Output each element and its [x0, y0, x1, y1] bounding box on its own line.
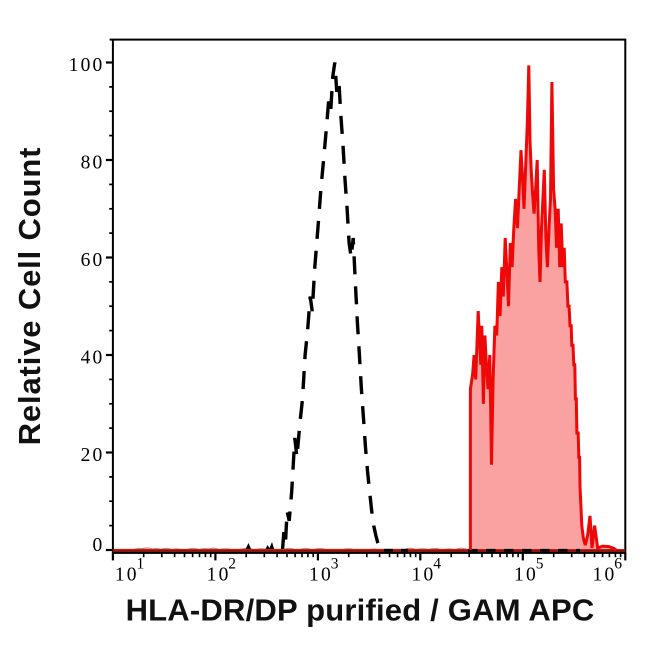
svg-text:2: 2 [228, 556, 236, 573]
svg-text:1: 1 [137, 556, 145, 573]
svg-text:10: 10 [115, 565, 139, 586]
svg-text:10: 10 [412, 565, 436, 586]
svg-text:20: 20 [81, 445, 105, 466]
svg-text:HLA-DR/DP purified / GAM APC: HLA-DR/DP purified / GAM APC [126, 593, 595, 628]
svg-text:80: 80 [81, 153, 105, 174]
svg-text:10: 10 [514, 565, 538, 586]
svg-text:60: 60 [81, 250, 105, 271]
svg-text:100: 100 [69, 55, 105, 76]
svg-text:4: 4 [433, 556, 441, 573]
svg-text:6: 6 [614, 556, 622, 573]
svg-text:0: 0 [93, 535, 105, 556]
svg-text:5: 5 [536, 556, 544, 573]
svg-text:Relative Cell Count: Relative Cell Count [12, 147, 47, 446]
svg-text:3: 3 [331, 556, 339, 573]
svg-text:40: 40 [81, 348, 105, 369]
svg-text:10: 10 [309, 565, 333, 586]
svg-text:10: 10 [593, 565, 617, 586]
svg-text:10: 10 [207, 565, 231, 586]
